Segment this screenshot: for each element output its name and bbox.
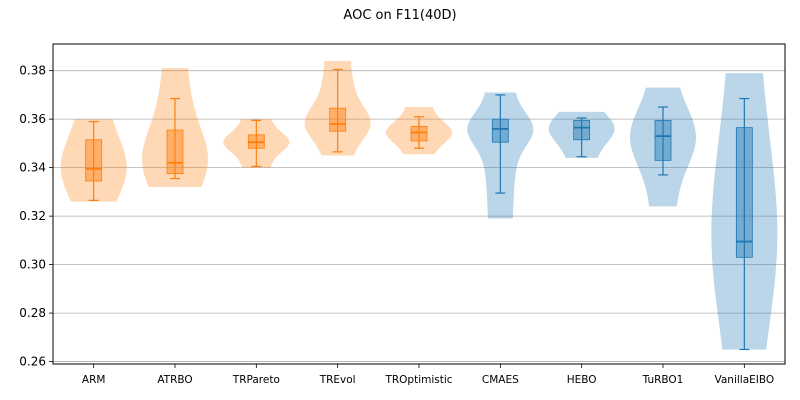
x-tick-label: CMAES <box>482 374 519 386</box>
violin-ARM <box>60 119 127 202</box>
x-tick-label: ARM <box>82 374 106 386</box>
iqr-box <box>329 107 347 132</box>
x-axis: ARM ATRBO TRPareto TREvol TROptimistic CMAES H… <box>82 364 774 386</box>
x-tick-label: ATRBO <box>157 374 192 386</box>
violin-ATRBO <box>142 68 208 187</box>
x-tick-label: VanillaEIBO <box>714 374 774 386</box>
iqr-box <box>85 139 103 182</box>
y-tick-label: 0.32 <box>19 209 46 223</box>
y-tick-label: 0.28 <box>19 306 46 320</box>
violin-HEBO <box>548 111 615 158</box>
x-tick-label: TuRBO1 <box>642 374 684 386</box>
x-tick-label: TRPareto <box>232 374 280 386</box>
violin-VanillaEIBO <box>711 73 778 351</box>
y-tick-label: 0.26 <box>19 355 46 369</box>
iqr-box <box>491 118 509 143</box>
iqr-box <box>166 129 184 175</box>
y-tick-label: 0.38 <box>19 64 46 78</box>
violin-TROptimistic <box>386 107 452 155</box>
violins <box>60 61 778 351</box>
y-axis: 0.26 0.28 0.30 0.32 0.34 0.36 0.38 <box>19 64 53 369</box>
y-tick-label: 0.34 <box>19 161 46 175</box>
iqr-box <box>735 127 753 258</box>
iqr-box <box>654 119 672 161</box>
iqr-box <box>410 126 428 142</box>
y-tick-label: 0.30 <box>19 258 46 272</box>
x-tick-label: TROptimistic <box>384 374 452 386</box>
x-tick-label: TREvol <box>319 374 356 386</box>
y-tick-label: 0.36 <box>19 112 46 126</box>
x-tick-label: HEBO <box>567 374 597 386</box>
chart-title: AOC on F11(40D) <box>343 8 456 23</box>
violin-TuRBO1 <box>630 87 696 207</box>
violin-TRPareto <box>223 119 290 168</box>
violin-TREvol <box>304 61 371 156</box>
iqr-box <box>573 119 591 141</box>
violin-CMAES <box>467 92 534 219</box>
